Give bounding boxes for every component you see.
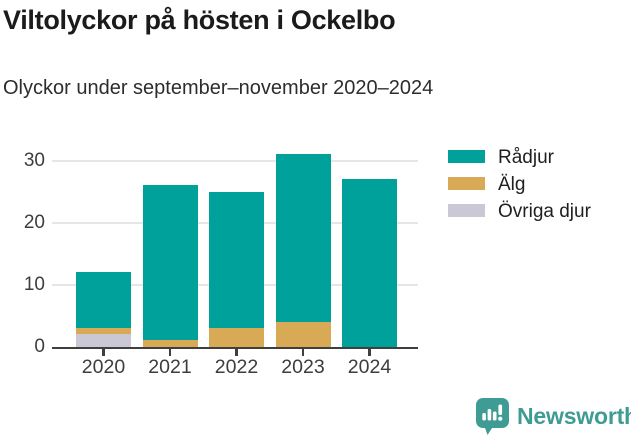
bar-segment-Rådjur [275,154,331,322]
x-tick-mark [102,349,105,356]
legend-label: Älg [498,174,526,195]
legend-label: Rådjur [498,147,554,168]
plot-area [52,140,418,356]
x-tick-mark [301,349,305,356]
bar-segment-Rådjur [209,191,264,328]
x-axis-labels: 2020 2021 2022 2023 2024 [52,356,418,380]
x-tick-label: 2020 [81,356,126,378]
legend-item-alg: Älg [448,175,591,194]
bar-segment-Älg [209,327,264,347]
y-tick-label: 30 [23,149,45,171]
x-tick-mark [235,349,238,356]
x-tick-label: 2022 [214,356,259,378]
x-tick-mark [168,349,172,356]
bar-2020 [76,140,131,349]
legend-item-ovriga-djur: Övriga djur [448,202,591,221]
legend-swatch-radjur [448,150,485,163]
bar-segment-Älg [275,321,331,347]
bar-2022 [209,140,264,349]
legend-swatch-alg [448,177,485,190]
bar-2023 [275,140,331,349]
bar-segment-Älg [76,327,131,335]
legend-item-radjur: Rådjur [448,148,591,167]
bar-segment-Rådjur [342,179,397,347]
bar-segment-Rådjur [76,272,131,328]
brand-logo: Newsworthy [476,398,631,436]
bar-segment-Rådjur [142,185,198,341]
brand-name: Newsworthy [517,403,631,429]
grid-line [52,159,418,162]
page-title: Viltolyckor på hösten i Ockelbo [3,5,396,35]
page-subtitle: Olyckor under september–november 2020–20… [3,77,434,99]
legend-label: Övriga djur [498,201,591,222]
bar-segment-Övriga djur [76,334,131,347]
bar-segment-Älg [142,340,198,347]
y-tick-label: 0 [34,335,45,357]
legend-swatch-ovriga-djur [448,204,485,217]
legend: Rådjur Älg Övriga djur [448,148,591,229]
y-tick-label: 20 [23,211,45,233]
newsworthy-icon [476,398,509,435]
bar-2021 [142,140,198,349]
bar-2024 [342,140,397,349]
x-tick-label: 2023 [281,356,325,378]
x-tick-label: 2024 [347,356,392,378]
x-tick-mark [368,349,371,356]
y-axis-labels: 0 10 20 30 [0,140,45,356]
y-tick-label: 10 [23,273,45,295]
x-tick-label: 2021 [148,356,192,378]
x-axis-baseline [52,346,418,349]
